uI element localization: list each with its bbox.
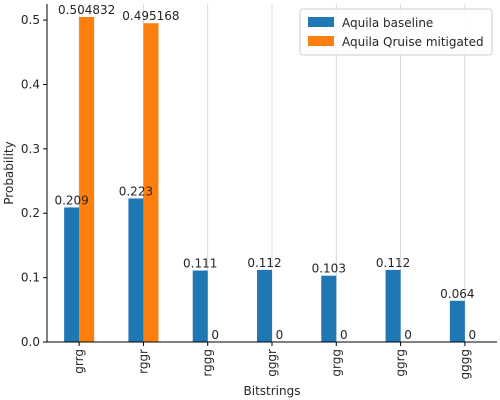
x-tick-label-rggg: rggg (201, 349, 215, 377)
bar-value-label-gggg-series-2: 0 (469, 328, 477, 342)
bar-grrg-series-1 (64, 207, 80, 342)
bar-rggr-series-2 (143, 23, 159, 343)
bar-grrg-series-2 (79, 16, 95, 343)
y-tick-label: 0.4 (21, 77, 40, 91)
y-tick-label: 0.0 (21, 335, 40, 349)
bar-gggg-series-1 (449, 300, 465, 342)
bar-value-label-grrg-series-2: 0.504832 (58, 3, 115, 17)
bar-value-label-rggr-series-1: 0.223 (119, 184, 153, 198)
legend-label-series-1: Aquila baseline (342, 16, 433, 30)
bar-value-label-gggg-series-1: 0.064 (440, 287, 474, 301)
x-tick-label-grgg: grgg (329, 349, 343, 377)
bars (64, 16, 465, 343)
y-tick-label: 0.1 (21, 271, 40, 285)
bar-value-label-rggg-series-2: 0 (211, 328, 219, 342)
legend-box (299, 8, 493, 56)
bar-value-labels: 0.209 0.504832 0.223 0.495168 0.111 0 0.112 0 0.… (54, 3, 476, 342)
bar-value-label-gggr-series-1: 0.112 (247, 256, 281, 270)
bar-rggr-series-1 (128, 198, 144, 342)
y-tick-label: 0.2 (21, 206, 40, 220)
bar-ggrg-series-1 (385, 269, 401, 342)
legend-label-series-2: Aquila Qruise mitigated (342, 35, 484, 49)
bar-value-label-rggg-series-1: 0.111 (183, 257, 217, 271)
x-tick-label-rggr: rggr (136, 349, 150, 374)
bar-rggg-series-1 (192, 270, 208, 342)
bar-value-label-grrg-series-1: 0.209 (54, 193, 88, 207)
legend-swatch-series-2 (308, 36, 334, 46)
bar-value-label-grgg-series-2: 0 (340, 328, 348, 342)
x-tick-label-ggrg: ggrg (394, 349, 408, 377)
bar-value-label-gggr-series-2: 0 (276, 328, 284, 342)
y-tick-label: 0.5 (21, 13, 40, 27)
bar-value-label-rggr-series-2: 0.495168 (122, 9, 179, 23)
bar-grgg-series-1 (321, 275, 337, 342)
legend: Aquila baseline Aquila Qruise mitigated (299, 8, 493, 56)
bar-value-label-grgg-series-1: 0.103 (312, 262, 346, 276)
x-tick-label-gggr: gggr (265, 349, 279, 377)
legend-swatch-series-1 (308, 17, 334, 27)
bar-value-label-ggrg-series-1: 0.112 (376, 256, 410, 270)
bar-gggr-series-1 (257, 269, 272, 342)
y-tick-label: 0.3 (21, 142, 40, 156)
x-axis-title: Bitstrings (244, 384, 301, 398)
bar-value-label-ggrg-series-2: 0 (404, 328, 412, 342)
axes: 0.0 0.1 0.2 0.3 0.4 0.5 grrg rggr rggg gggr grgg gg… (21, 4, 497, 379)
x-tick-label-gggg: gggg (458, 349, 472, 379)
y-axis-title: Probability (2, 141, 16, 204)
x-tick-label-grrg: grrg (72, 349, 86, 374)
